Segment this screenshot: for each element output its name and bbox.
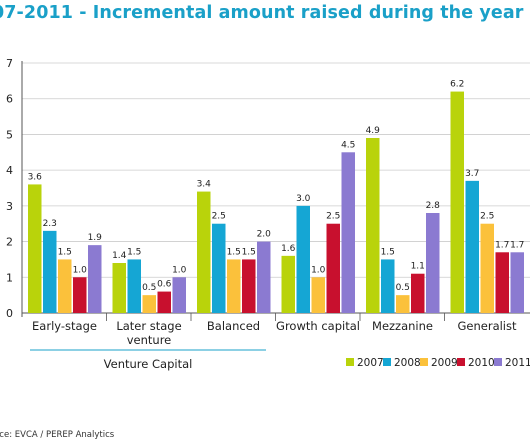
- x-category-label: venture: [127, 333, 172, 347]
- data-label: 4.5: [341, 140, 355, 150]
- bar: [88, 245, 102, 313]
- y-tick-label: 4: [6, 164, 13, 177]
- legend-label: 2009: [431, 357, 458, 369]
- bar: [510, 252, 524, 313]
- legend-label: 2011: [505, 357, 530, 369]
- data-label: 1.9: [88, 233, 103, 243]
- bar: [257, 241, 271, 313]
- bars: [28, 91, 524, 313]
- gridlines: [22, 62, 530, 278]
- data-label: 1.6: [281, 244, 296, 254]
- legend-label: 2007: [357, 357, 384, 369]
- data-label: 1.0: [73, 265, 88, 275]
- bar: [450, 91, 464, 313]
- data-label: 1.0: [172, 265, 187, 275]
- bar: [73, 277, 87, 313]
- data-label: 2.5: [480, 212, 494, 222]
- legend-label: 2008: [394, 357, 421, 369]
- bar: [28, 184, 42, 313]
- group-label: Venture Capital: [104, 357, 193, 371]
- bar: [381, 259, 395, 313]
- data-label: 1.5: [58, 247, 72, 257]
- bar: [172, 277, 186, 313]
- y-tick-label: 7: [6, 57, 13, 70]
- data-label: 2.5: [326, 212, 340, 222]
- x-category-label: Early-stage: [32, 319, 97, 333]
- data-label: 1.0: [311, 265, 326, 275]
- y-tick-label: 3: [6, 200, 13, 213]
- legend-swatch: [346, 358, 354, 366]
- bar: [296, 205, 310, 313]
- chart-title: 07-2011 - Incremental amount raised duri…: [0, 3, 524, 23]
- data-label: 4.9: [366, 126, 381, 136]
- y-tick-label: 2: [6, 236, 13, 249]
- data-label: 3.6: [28, 172, 43, 182]
- data-label: 0.5: [142, 283, 156, 293]
- legend: 2007 2008 2009 2010 2011: [346, 357, 530, 369]
- legend-swatch: [494, 358, 502, 366]
- y-tick-label: 5: [6, 128, 13, 141]
- data-label: 6.2: [450, 80, 464, 90]
- data-label: 1.5: [227, 247, 241, 257]
- bar: [366, 138, 380, 313]
- y-tick-label: 0: [6, 307, 13, 320]
- bar: [212, 223, 226, 313]
- x-category-label: Mezzanine: [372, 319, 433, 333]
- axes: 0 1 2 3 4 5 6 7: [6, 57, 530, 321]
- data-label: 0.5: [396, 283, 410, 293]
- data-label: 3.4: [197, 180, 212, 190]
- data-label: 1.7: [495, 240, 509, 250]
- data-label: 1.5: [127, 247, 141, 257]
- bar: [242, 259, 256, 313]
- x-category-label: Growth capital: [276, 319, 360, 333]
- data-label: 3.0: [296, 194, 311, 204]
- bar: [311, 277, 325, 313]
- data-label: 2.5: [212, 212, 226, 222]
- data-label: 1.5: [242, 247, 256, 257]
- data-label: 1.4: [112, 251, 127, 261]
- y-tick-label: 1: [6, 271, 13, 284]
- bar: [58, 259, 72, 313]
- data-labels: 3.62.31.51.01.91.4 1.50.5 0.61.03.42.51.5 1…: [28, 80, 525, 294]
- bar: [465, 180, 479, 313]
- data-label: 1.7: [510, 240, 524, 250]
- x-category-label: Balanced: [207, 319, 260, 333]
- bar: [127, 259, 141, 313]
- data-label: 3.7: [465, 169, 479, 179]
- bar: [411, 273, 425, 313]
- y-tick-label: 6: [6, 93, 13, 106]
- source-note: rce: EVCA / PEREP Analytics: [0, 430, 115, 440]
- bar: [426, 213, 440, 313]
- bar: [197, 191, 211, 313]
- bar: [142, 295, 156, 313]
- data-label: 2.0: [257, 230, 272, 240]
- bar: [43, 230, 57, 313]
- data-label: 1.5: [381, 247, 395, 257]
- bar: [281, 255, 295, 313]
- bar: [341, 152, 355, 313]
- bar: [495, 252, 509, 313]
- legend-label: 2010: [468, 357, 495, 369]
- bar: [480, 223, 494, 313]
- x-category-label: Generalist: [457, 319, 517, 333]
- data-label: 2.8: [426, 201, 441, 211]
- bar: [157, 291, 171, 313]
- bar: [227, 259, 241, 313]
- bar: [396, 295, 410, 313]
- data-label: 2.3: [43, 219, 57, 229]
- x-category-label: Later stage: [116, 319, 181, 333]
- data-label: 1.1: [411, 262, 425, 272]
- data-label: 0.6: [157, 280, 172, 290]
- bar: [112, 263, 126, 313]
- legend-swatch: [457, 358, 465, 366]
- legend-swatch: [420, 358, 428, 366]
- legend-swatch: [383, 358, 391, 366]
- bar: [326, 223, 340, 313]
